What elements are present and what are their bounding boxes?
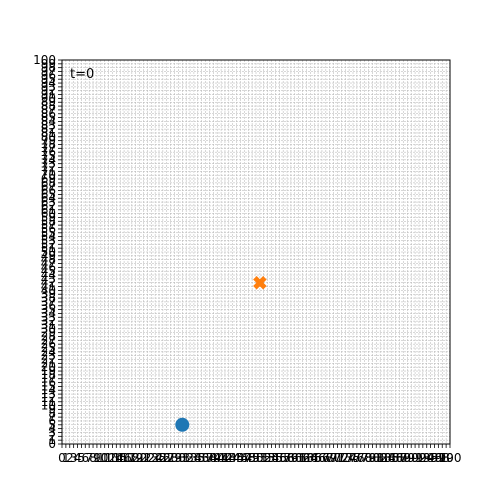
data-points [175,278,265,432]
time-label: t=0 [70,67,94,82]
axis-ticks: 0123456789101112131415161718192021222324… [33,53,461,465]
grid [62,60,450,444]
x-cross-marker [255,278,265,288]
y-tick-label: 100 [33,53,56,67]
x-tick-label: 100 [439,451,462,465]
circle-marker [175,418,189,432]
